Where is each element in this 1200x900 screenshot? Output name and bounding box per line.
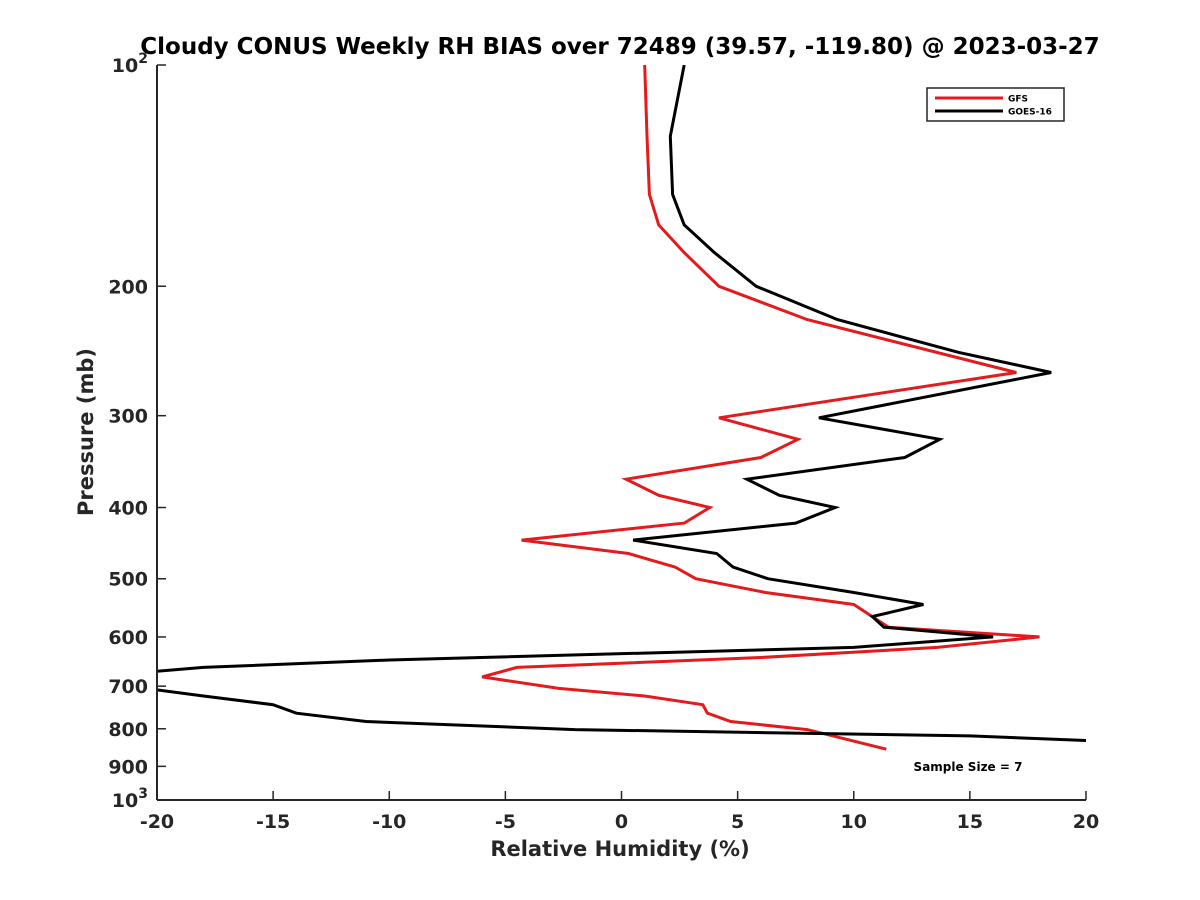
y-tick-label: 400	[108, 498, 148, 520]
legend: GFS GOES-16	[926, 87, 1065, 122]
x-axis-ticks: -20 -15 -10 -5 0 5 10 15 20	[140, 791, 1099, 833]
x-tick-label: 15	[957, 811, 983, 833]
y-axis-label: Pressure (mb)	[74, 348, 98, 516]
y-axis-ticks: 102 200 300 400 500 600 700 800 900 103	[108, 51, 166, 812]
y-tick-label: 102	[112, 51, 148, 77]
y-tick-label: 500	[108, 569, 148, 591]
legend-box	[926, 87, 1065, 122]
x-tick-label: -10	[372, 811, 406, 833]
x-tick-label: 5	[731, 811, 744, 833]
y-tick-label: 900	[108, 756, 148, 778]
plot-background	[157, 65, 1086, 800]
x-tick-label: -5	[495, 811, 516, 833]
legend-entry-label: GOES-16	[1008, 108, 1052, 118]
series-line-gfs	[481, 65, 1040, 751]
x-tick-label: -20	[140, 811, 174, 833]
legend-entry-label: GFS	[1008, 95, 1028, 105]
x-tick-label: -15	[256, 811, 290, 833]
x-tick-label: 20	[1073, 811, 1099, 833]
chart-title: Cloudy CONUS Weekly RH BIAS over 72489 (…	[140, 34, 1099, 60]
y-tick-label: 600	[108, 627, 148, 649]
y-tick-label: 200	[108, 276, 148, 298]
x-axis-label: Relative Humidity (%)	[490, 837, 749, 861]
y-tick-label: 300	[108, 406, 148, 428]
sample-size-annotation: Sample Size = 7	[914, 760, 1023, 774]
plot-area	[157, 65, 1086, 800]
y-tick-label: 103	[112, 786, 148, 812]
series-line-goes-16	[157, 65, 1086, 742]
x-tick-label: 0	[615, 811, 628, 833]
y-tick-label: 700	[108, 676, 148, 698]
y-tick-label: 800	[108, 719, 148, 741]
x-tick-label: 10	[841, 811, 867, 833]
series-layer	[157, 65, 1086, 751]
